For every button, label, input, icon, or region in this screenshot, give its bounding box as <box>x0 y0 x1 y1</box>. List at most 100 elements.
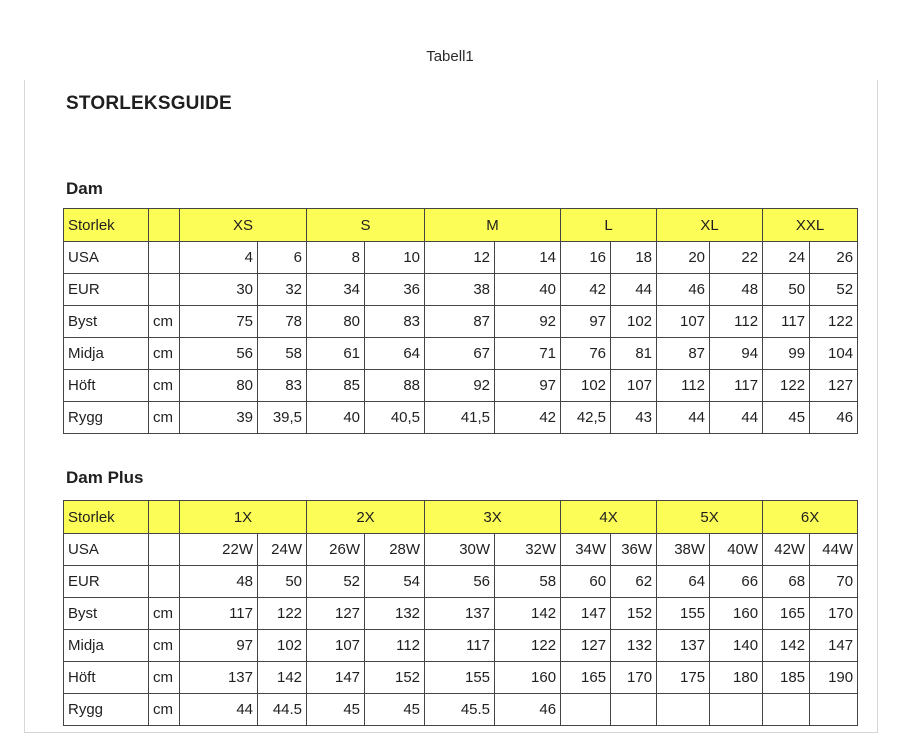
table-row: Höft cm 80 83 85 88 92 97 102 107 112 117 122 127 <box>63 369 859 402</box>
size-value-cell: 26W <box>306 533 366 566</box>
size-value-cell: 155 <box>656 597 711 630</box>
size-value-cell: 140 <box>709 629 764 662</box>
size-value-cell: 67 <box>424 337 496 370</box>
size-column-header: 3X <box>424 500 562 534</box>
size-value-cell: 147 <box>560 597 612 630</box>
row-label: Byst <box>63 305 149 338</box>
size-value-cell: 42,5 <box>560 401 612 434</box>
row-unit <box>148 533 180 566</box>
size-value-cell: 38W <box>656 533 711 566</box>
row-label: Midja <box>63 337 149 370</box>
size-value-cell: 165 <box>560 661 612 694</box>
size-column-header: 2X <box>306 500 426 534</box>
size-value-cell: 12 <box>424 241 496 274</box>
size-value-cell: 45.5 <box>424 693 496 726</box>
size-value-cell: 117 <box>424 629 496 662</box>
size-value-cell: 102 <box>256 629 308 662</box>
size-value-cell: 137 <box>179 661 258 694</box>
size-value-cell: 40 <box>306 401 366 434</box>
size-value-cell: 45 <box>364 693 426 726</box>
size-value-cell: 142 <box>494 597 562 630</box>
size-value-cell: 147 <box>809 629 859 662</box>
row-unit: cm <box>148 401 180 434</box>
table-row: Höft cm 137 142 147 152 155 160 165 170 175 180 185 1… <box>63 661 859 694</box>
size-value-cell: 39 <box>179 401 258 434</box>
size-value-cell: 102 <box>560 369 612 402</box>
size-value-cell: 38 <box>424 273 496 306</box>
size-table-dam: Storlek XS S M L XL XXL USA 4 6 8 10 12 14 16 18 20 22 24 2… <box>63 208 859 434</box>
row-unit <box>148 273 180 306</box>
size-value-cell: 80 <box>306 305 366 338</box>
table-row: Rygg cm 39 39,5 40 40,5 41,5 42 42,5 43 44 44 45 46 <box>63 401 859 434</box>
size-table-dam-plus: Storlek 1X 2X 3X 4X 5X 6X USA 22W 24W 26W 28W 30W 32W… <box>63 500 859 726</box>
size-value-cell: 97 <box>560 305 612 338</box>
size-value-cell: 56 <box>179 337 258 370</box>
size-value-cell: 46 <box>494 693 562 726</box>
size-column-header: XL <box>656 208 764 242</box>
size-value-cell: 24 <box>762 241 811 274</box>
size-value-cell: 142 <box>256 661 308 694</box>
size-value-cell: 92 <box>494 305 562 338</box>
size-value-cell: 155 <box>424 661 496 694</box>
table-row: Midja cm 56 58 61 64 67 71 76 81 87 94 99 104 <box>63 337 859 370</box>
size-value-cell: 22W <box>179 533 258 566</box>
page-title: STORLEKSGUIDE <box>66 93 232 114</box>
size-value-cell: 137 <box>656 629 711 662</box>
row-label: EUR <box>63 273 149 306</box>
size-header-row: Storlek XS S M L XL XXL <box>63 208 859 242</box>
size-value-cell: 107 <box>610 369 658 402</box>
table-row: Midja cm 97 102 107 112 117 122 127 132 137 140 142 1… <box>63 629 859 662</box>
size-value-cell: 97 <box>494 369 562 402</box>
size-value-cell: 50 <box>762 273 811 306</box>
size-value-cell: 30W <box>424 533 496 566</box>
size-value-cell <box>610 693 658 726</box>
row-label: Rygg <box>63 693 149 726</box>
size-value-cell: 68 <box>762 565 811 598</box>
size-value-cell: 14 <box>494 241 562 274</box>
row-unit <box>148 241 180 274</box>
size-value-cell: 107 <box>306 629 366 662</box>
size-value-cell: 142 <box>762 629 811 662</box>
size-value-cell: 117 <box>762 305 811 338</box>
size-value-cell: 64 <box>656 565 711 598</box>
size-value-cell: 48 <box>709 273 764 306</box>
size-value-cell <box>762 693 811 726</box>
size-value-cell: 43 <box>610 401 658 434</box>
section-heading-dam: Dam <box>66 179 103 198</box>
size-value-cell: 24W <box>256 533 308 566</box>
size-value-cell: 44W <box>809 533 859 566</box>
size-value-cell: 46 <box>809 401 859 434</box>
row-unit: cm <box>148 661 180 694</box>
size-value-cell: 117 <box>709 369 764 402</box>
column-header-spacer <box>148 208 180 242</box>
row-unit: cm <box>148 629 180 662</box>
size-value-cell: 44 <box>709 401 764 434</box>
column-header-storlek: Storlek <box>63 208 149 242</box>
size-value-cell: 60 <box>560 565 612 598</box>
size-value-cell: 58 <box>256 337 308 370</box>
size-value-cell: 10 <box>364 241 426 274</box>
size-value-cell: 42W <box>762 533 811 566</box>
size-value-cell: 40 <box>494 273 562 306</box>
row-unit <box>148 565 180 598</box>
size-value-cell: 42 <box>560 273 612 306</box>
table-row: EUR 48 50 52 54 56 58 60 62 64 66 68 70 <box>63 565 859 598</box>
size-header-row: Storlek 1X 2X 3X 4X 5X 6X <box>63 500 859 534</box>
size-value-cell: 32 <box>256 273 308 306</box>
size-value-cell: 152 <box>364 661 426 694</box>
size-value-cell: 85 <box>306 369 366 402</box>
size-value-cell: 112 <box>709 305 764 338</box>
size-value-cell: 122 <box>762 369 811 402</box>
size-value-cell: 56 <box>424 565 496 598</box>
sheet-caption: Tabell1 <box>426 48 474 65</box>
size-value-cell: 22 <box>709 241 764 274</box>
row-label: Rygg <box>63 401 149 434</box>
size-value-cell: 28W <box>364 533 426 566</box>
row-unit: cm <box>148 369 180 402</box>
size-value-cell: 34 <box>306 273 366 306</box>
row-label: Midja <box>63 629 149 662</box>
size-value-cell: 61 <box>306 337 366 370</box>
size-value-cell: 83 <box>256 369 308 402</box>
size-value-cell: 44.5 <box>256 693 308 726</box>
